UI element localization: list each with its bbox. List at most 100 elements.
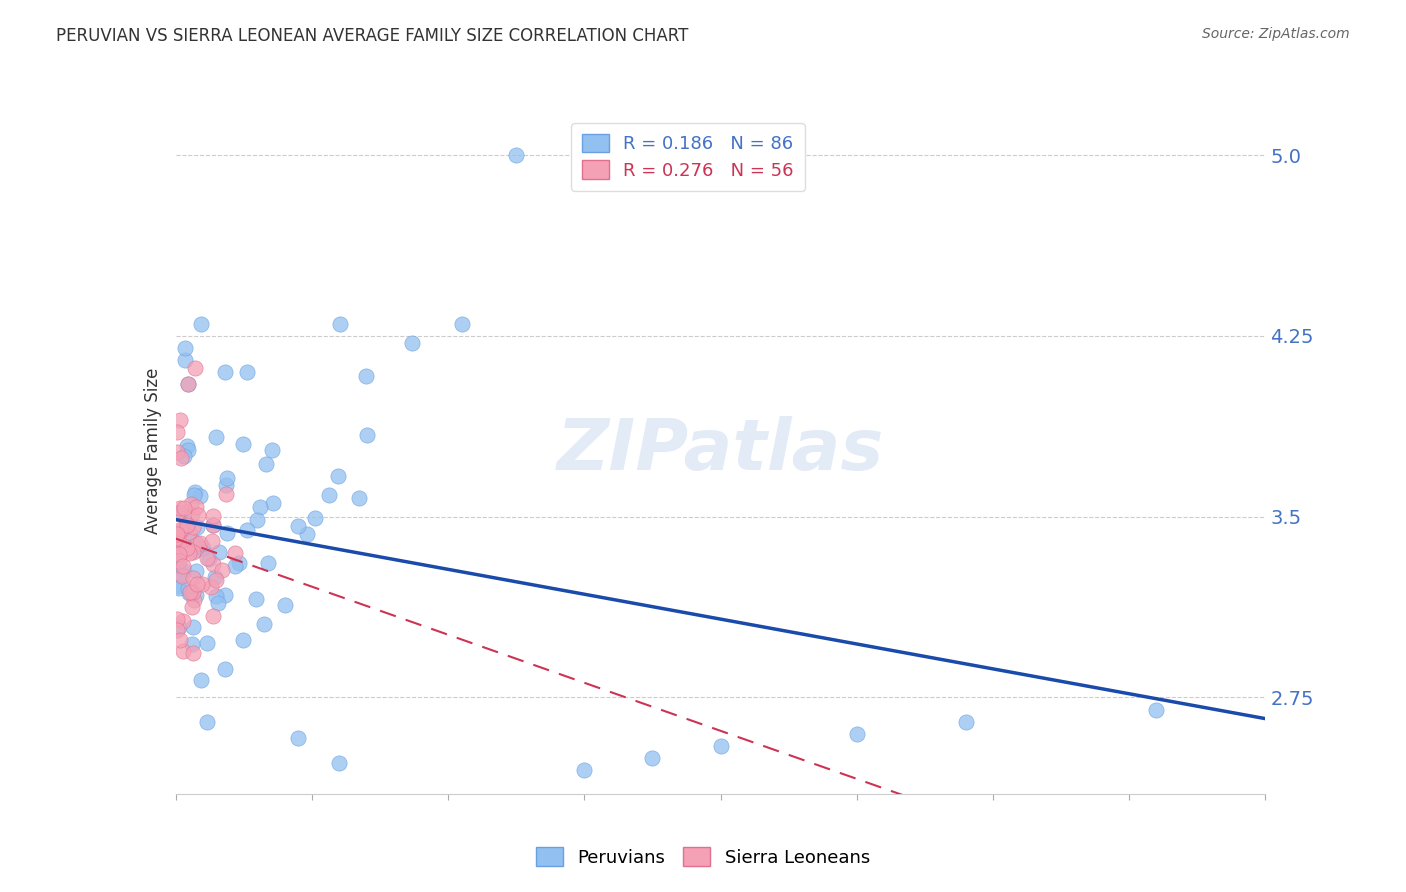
Point (224, 546, 246, 560)
Point (295, 527, 318, 541)
Point (710, 739, 733, 753)
Y-axis label: Average Family Size: Average Family Size (143, 368, 162, 533)
Point (166, 545, 188, 559)
Point (208, 545, 231, 559)
Point (274, 598, 297, 612)
Point (177, 586, 200, 600)
Point (1144, 702, 1167, 716)
Point (190, 536, 212, 550)
Point (215, 487, 238, 501)
Point (190, 577, 212, 591)
Point (204, 590, 226, 604)
Point (176, 439, 198, 453)
Point (262, 496, 284, 510)
Point (170, 566, 193, 581)
Point (505, 148, 527, 162)
Point (304, 511, 326, 525)
Point (217, 526, 239, 541)
Point (228, 556, 250, 570)
Point (181, 571, 204, 585)
Point (172, 559, 194, 574)
Point (236, 365, 259, 379)
Point (184, 588, 207, 602)
Point (166, 533, 188, 547)
Point (955, 714, 977, 729)
Point (176, 518, 198, 533)
Point (167, 532, 190, 546)
Point (177, 581, 200, 595)
Point (249, 500, 271, 514)
Point (170, 541, 193, 555)
Point (184, 500, 207, 514)
Point (845, 726, 868, 740)
Point (179, 546, 201, 560)
Point (211, 563, 233, 577)
Point (201, 533, 224, 548)
Point (215, 478, 238, 492)
Point (176, 516, 198, 530)
Point (179, 585, 201, 599)
Point (181, 600, 204, 615)
Point (176, 376, 198, 391)
Point (195, 714, 218, 729)
Point (256, 556, 278, 570)
Legend: R = 0.186   N = 86, R = 0.276   N = 56: R = 0.186 N = 86, R = 0.276 N = 56 (571, 123, 804, 191)
Point (195, 551, 218, 566)
Point (181, 520, 204, 534)
Point (202, 508, 225, 523)
Text: ZIPatlas: ZIPatlas (557, 416, 884, 485)
Text: Source: ZipAtlas.com: Source: ZipAtlas.com (1202, 27, 1350, 41)
Point (253, 617, 276, 632)
Point (190, 673, 212, 688)
Point (184, 564, 207, 578)
Point (170, 451, 193, 466)
Point (354, 368, 377, 383)
Point (190, 317, 212, 331)
Point (181, 620, 204, 634)
Point (167, 547, 190, 561)
Point (166, 445, 188, 459)
Point (166, 506, 188, 520)
Point (172, 543, 194, 558)
Point (260, 443, 283, 458)
Point (166, 550, 188, 565)
Point (204, 570, 226, 584)
Point (173, 564, 195, 578)
Point (214, 365, 236, 379)
Point (224, 558, 246, 573)
Point (232, 436, 254, 450)
Legend: Peruvians, Sierra Leoneans: Peruvians, Sierra Leoneans (529, 840, 877, 874)
Point (176, 518, 198, 533)
Point (181, 646, 204, 660)
Point (214, 588, 236, 602)
Point (167, 539, 190, 553)
Point (166, 425, 188, 440)
Point (170, 522, 193, 536)
Point (201, 518, 224, 533)
Point (172, 643, 194, 657)
Point (254, 457, 277, 471)
Point (166, 539, 188, 553)
Point (574, 763, 596, 777)
Point (173, 449, 195, 463)
Point (167, 558, 190, 573)
Point (183, 592, 205, 607)
Point (215, 471, 238, 485)
Point (169, 554, 191, 568)
Point (245, 591, 267, 606)
Point (169, 500, 191, 515)
Point (181, 507, 204, 521)
Point (166, 612, 188, 626)
Point (246, 513, 269, 527)
Point (191, 541, 214, 556)
Point (167, 620, 190, 634)
Point (200, 580, 222, 594)
Point (169, 581, 191, 595)
Point (186, 577, 208, 591)
Text: PERUVIAN VS SIERRA LEONEAN AVERAGE FAMILY SIZE CORRELATION CHART: PERUVIAN VS SIERRA LEONEAN AVERAGE FAMIL… (56, 27, 689, 45)
Point (195, 636, 218, 650)
Point (177, 377, 200, 392)
Point (177, 442, 200, 457)
Point (328, 756, 350, 770)
Point (641, 750, 664, 764)
